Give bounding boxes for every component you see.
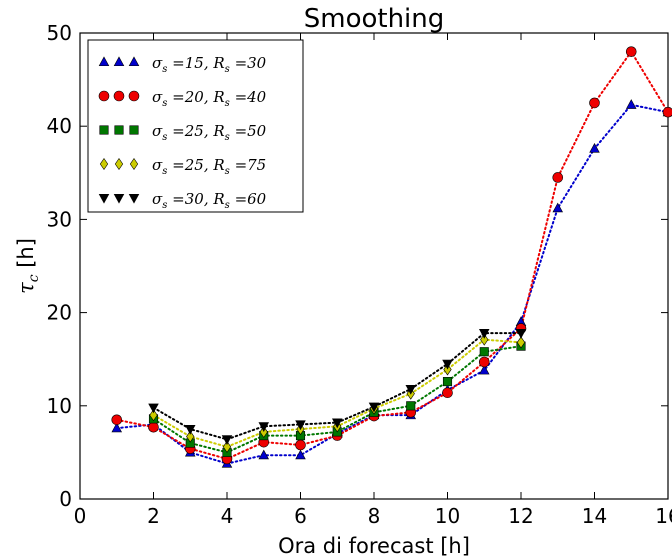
series-3-point [479, 347, 489, 357]
series-4-point [222, 440, 232, 453]
legend-marker-3 [129, 125, 139, 135]
series-1-point [552, 202, 564, 213]
series-4-point [516, 336, 526, 349]
series-line-2 [115, 49, 669, 460]
legend-frame [87, 39, 304, 213]
series-5-point [405, 384, 417, 395]
series-1-point [478, 364, 490, 375]
legend: σs =15, Rs =30 σs =20, Rs =40 σs =25, Rs =… [87, 39, 304, 213]
legend-marker-2 [113, 90, 125, 102]
series-3-point [442, 377, 453, 387]
legend-label-3: σs =25, Rs =50 [152, 122, 267, 143]
y-axis-label: τc [h] [14, 238, 42, 294]
series-2-point [295, 439, 306, 451]
series-1-point [589, 142, 600, 153]
y-axis-label-unit: [h] [14, 238, 38, 274]
series-2-point [148, 421, 159, 433]
series-2-point [111, 414, 123, 426]
series-4-point [149, 409, 158, 422]
y-axis-label-symbol: τ [14, 282, 38, 294]
legend-marker-3 [114, 125, 124, 135]
legend-marker-4 [129, 157, 139, 171]
series-1-point [295, 449, 306, 460]
legend-marker-3 [99, 125, 109, 135]
x-tick-label: 8 [368, 504, 381, 528]
series-2-point [552, 172, 564, 183]
series-1-point [625, 99, 637, 109]
legend-marker-4 [114, 157, 124, 171]
y-tick-label: 20 [47, 301, 72, 325]
x-axis-label: Ora di forecast [h] [278, 534, 470, 558]
series-line-3 [152, 345, 522, 454]
series-2-point [589, 97, 600, 109]
series-1-point [258, 449, 270, 460]
series-2-point [662, 106, 672, 118]
y-tick-label: 10 [47, 394, 72, 418]
series-5-point [258, 422, 270, 432]
legend-marker-2 [128, 90, 140, 102]
legend-label-2: σs =20, Rs =40 [152, 88, 267, 109]
legend-marker-1 [128, 56, 140, 67]
legend-label-1: σs =15, Rs =30 [152, 54, 267, 75]
legend-label-5: σs =30, Rs =60 [152, 190, 267, 211]
series-5-point [184, 425, 196, 435]
legend-marker-4 [99, 157, 109, 171]
chart-title: Smoothing [304, 4, 445, 34]
x-tick-label: 14 [582, 504, 607, 528]
series-5-point [442, 359, 453, 370]
legend-label-4: σs =25, Rs =75 [152, 156, 266, 177]
y-tick-label: 40 [47, 114, 72, 138]
series-2-point [478, 356, 490, 368]
series-2-point [442, 387, 453, 399]
series-5-point [478, 329, 490, 339]
series-5-point [295, 420, 306, 431]
y-tick-label: 30 [47, 207, 72, 231]
series-layer [111, 46, 672, 468]
series-5-point [148, 403, 159, 414]
legend-marker-5 [128, 193, 140, 204]
x-tick-label: 0 [74, 504, 87, 528]
series-3-point [406, 401, 416, 411]
series-5-point [368, 402, 380, 413]
legend-marker-5 [113, 193, 125, 204]
legend-marker-1 [98, 56, 110, 67]
y-axis-label-sub: c [26, 274, 42, 282]
x-tick-label: 6 [294, 504, 307, 528]
series-5-point [515, 329, 527, 339]
series-1-point [111, 422, 123, 433]
series-2-point [625, 46, 637, 57]
x-tick-label: 12 [508, 504, 533, 528]
y-tick-label: 50 [47, 21, 72, 45]
series-4-point [480, 333, 489, 346]
y-tick-label: 0 [59, 487, 72, 511]
series-4-point [186, 430, 195, 443]
series-5-point [221, 435, 233, 445]
legend-marker-1 [113, 56, 125, 67]
x-tick-label: 10 [435, 504, 460, 528]
x-tick-label: 2 [147, 504, 160, 528]
x-tick-label: 4 [221, 504, 234, 528]
legend-marker-2 [98, 90, 110, 102]
ticks-layer: 0 2 4 6 8 10 12 14 16 0 10 20 30 40 50 [47, 21, 672, 528]
x-tick-label: 16 [655, 504, 672, 528]
series-5-point [331, 418, 343, 429]
legend-marker-5 [98, 193, 110, 204]
